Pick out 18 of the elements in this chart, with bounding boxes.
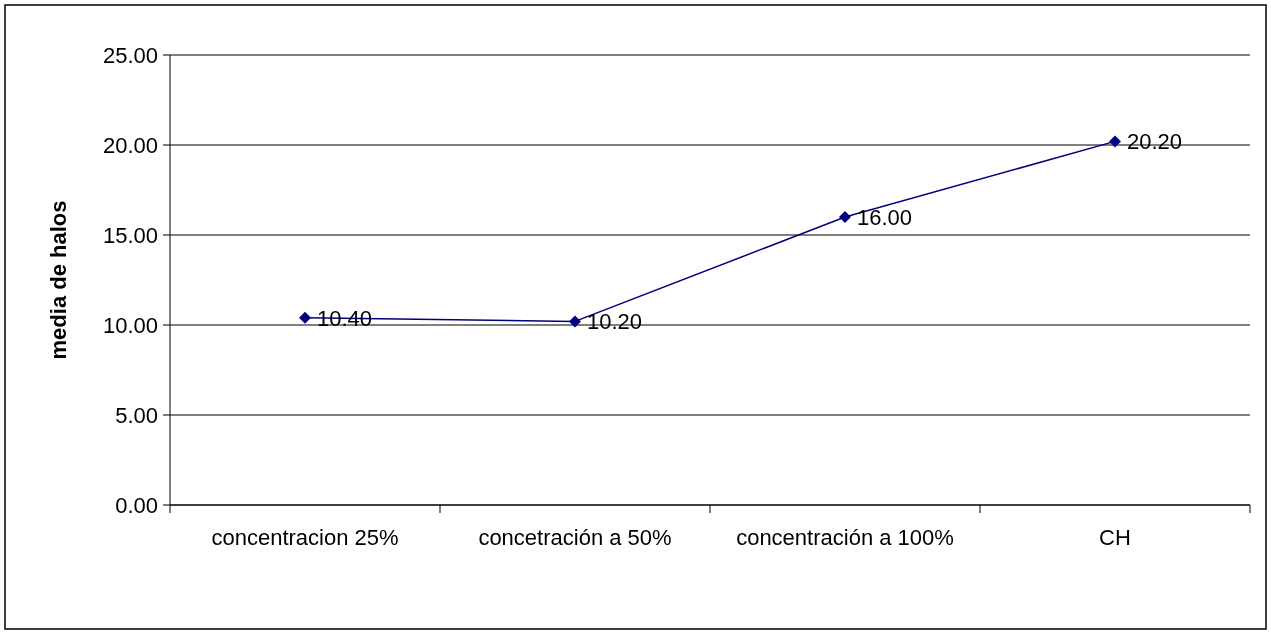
- x-tick-label: concetración a 50%: [478, 525, 672, 550]
- point: [569, 315, 581, 328]
- data-label: 20.20: [1127, 129, 1183, 155]
- y-tick-label: 15.00: [102, 222, 158, 248]
- point: [299, 311, 311, 324]
- y-tick-label: 5.00: [115, 402, 158, 428]
- x-tick-label: CH: [1099, 525, 1131, 550]
- y-tick-label: 0.00: [115, 492, 158, 518]
- y-tick-label: 10.00: [102, 312, 158, 338]
- point: [839, 211, 851, 223]
- point: [1109, 135, 1121, 148]
- x-tick-label: concentración a 100%: [736, 525, 954, 550]
- data-label: 10.20: [587, 309, 643, 335]
- y-tick-label: 20.00: [102, 132, 158, 158]
- data-label: 16.00: [857, 205, 913, 230]
- y-tick-label: 25.00: [102, 42, 158, 68]
- x-tick-label: concentracion 25%: [211, 525, 399, 550]
- y-axis-title: media de halos: [46, 200, 71, 360]
